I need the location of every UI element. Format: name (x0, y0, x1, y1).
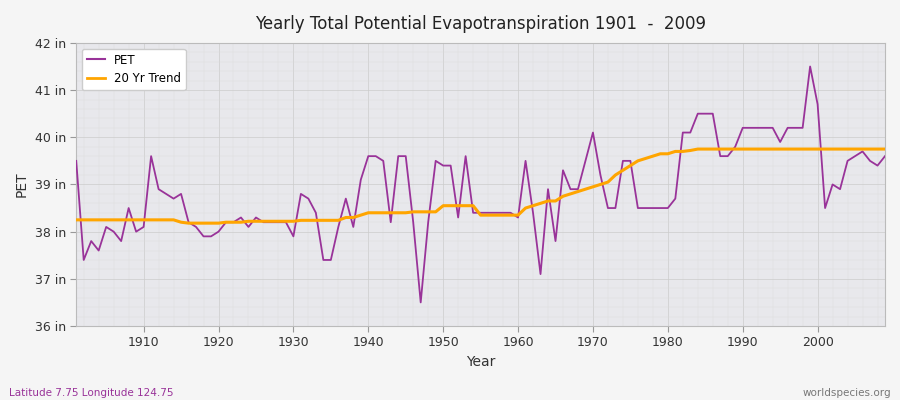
Text: worldspecies.org: worldspecies.org (803, 388, 891, 398)
Legend: PET, 20 Yr Trend: PET, 20 Yr Trend (82, 49, 185, 90)
X-axis label: Year: Year (466, 355, 495, 369)
Title: Yearly Total Potential Evapotranspiration 1901  -  2009: Yearly Total Potential Evapotranspiratio… (255, 15, 706, 33)
Y-axis label: PET: PET (15, 172, 29, 197)
Text: Latitude 7.75 Longitude 124.75: Latitude 7.75 Longitude 124.75 (9, 388, 174, 398)
